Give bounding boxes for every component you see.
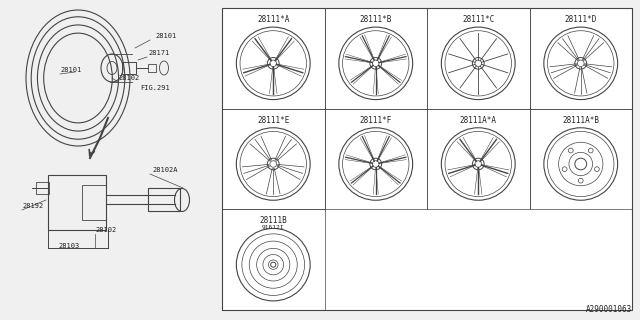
Bar	[222, 209, 324, 310]
Text: 28111*F: 28111*F	[360, 116, 392, 125]
Bar	[427, 8, 529, 109]
Text: 28103: 28103	[58, 243, 79, 249]
Text: 28102: 28102	[118, 75, 140, 81]
Text: FIG.291: FIG.291	[140, 85, 170, 91]
Bar	[324, 8, 427, 109]
Bar	[222, 8, 324, 109]
Text: 28111*D: 28111*D	[564, 15, 597, 24]
Text: 28111B: 28111B	[259, 216, 287, 225]
Bar	[36, 182, 49, 194]
Text: 28111*B: 28111*B	[360, 15, 392, 24]
Text: 28111A*A: 28111A*A	[460, 116, 497, 125]
Bar	[222, 109, 324, 209]
Text: 28102A: 28102A	[152, 167, 177, 173]
Bar	[427, 109, 529, 209]
Bar	[148, 188, 180, 211]
Bar	[222, 8, 632, 310]
Text: 28111*C: 28111*C	[462, 15, 495, 24]
Text: 28101: 28101	[155, 33, 176, 39]
Bar	[324, 109, 427, 209]
Bar	[48, 175, 106, 230]
Bar	[82, 185, 106, 220]
Text: A290001063: A290001063	[586, 305, 632, 314]
Bar	[122, 62, 136, 74]
Text: 91612I: 91612I	[262, 225, 285, 230]
Text: 28171: 28171	[148, 50, 169, 56]
Text: 28111A*B: 28111A*B	[563, 116, 599, 125]
Text: 28102: 28102	[95, 227, 116, 233]
Text: 28111*E: 28111*E	[257, 116, 289, 125]
Bar	[529, 109, 632, 209]
Text: 28111*A: 28111*A	[257, 15, 289, 24]
Text: 28101: 28101	[60, 67, 81, 73]
Text: 28192: 28192	[22, 203, 44, 209]
Bar	[529, 8, 632, 109]
Bar	[148, 64, 156, 72]
